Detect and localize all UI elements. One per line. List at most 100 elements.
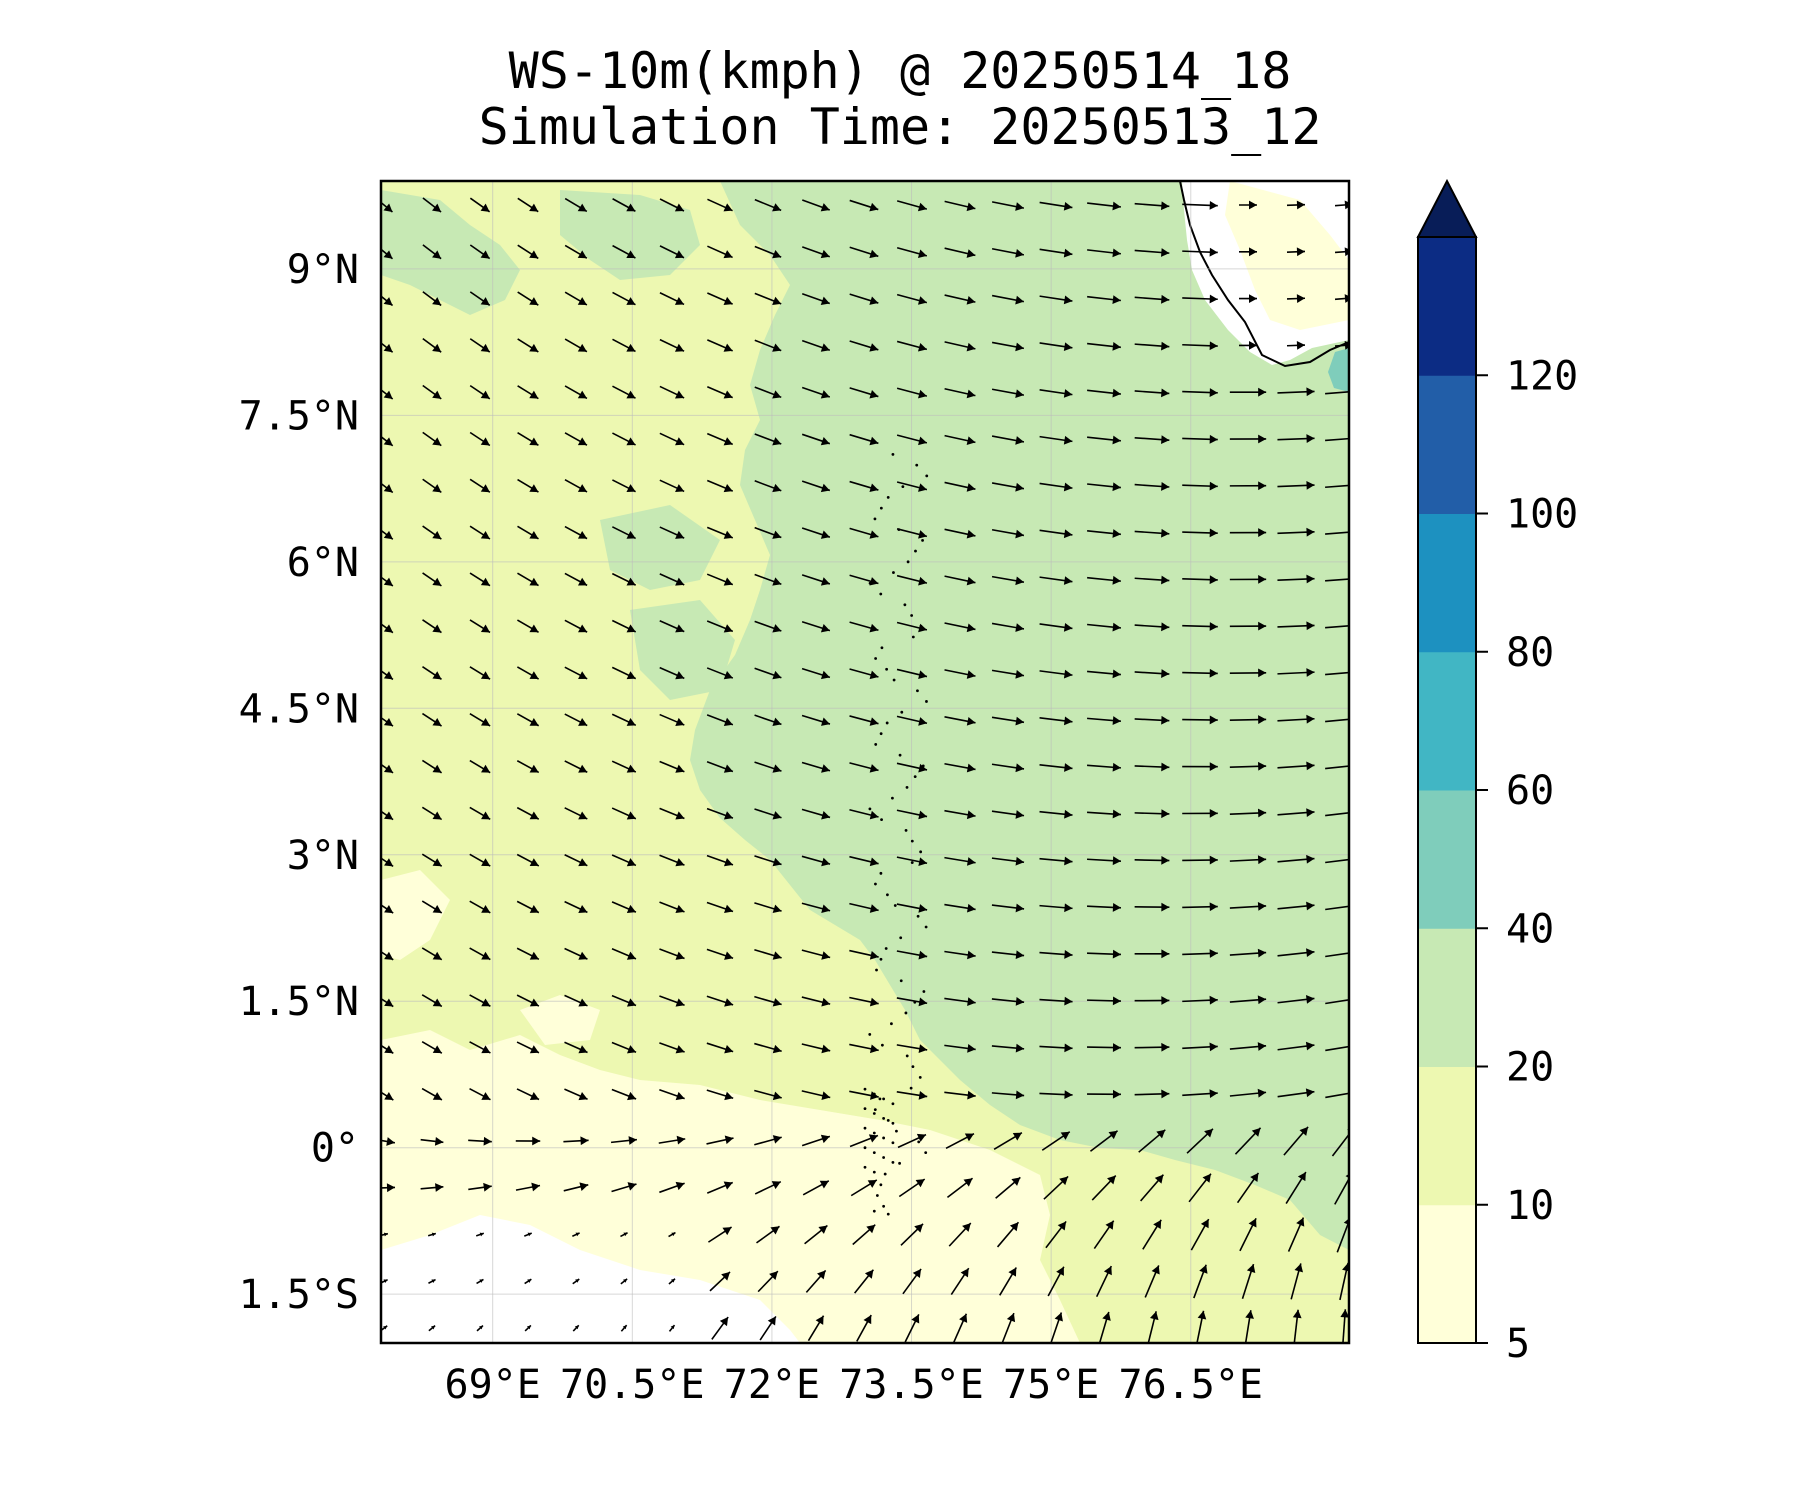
wind-arrow (381, 529, 394, 540)
island-dot (905, 785, 909, 789)
wind-arrow (849, 1134, 879, 1148)
wind-arrow (1277, 387, 1315, 397)
wind-band-20-40-central (630, 600, 735, 700)
colorbar-tick-label: 10 (1506, 1183, 1554, 1229)
wind-arrow (944, 387, 976, 399)
wind-arrow (1325, 999, 1349, 1005)
wind-arrow (993, 1132, 1023, 1150)
wind-arrow (1277, 434, 1315, 443)
island-dot (893, 904, 897, 907)
wind-arrow (1229, 621, 1267, 631)
wind-arrow (801, 1043, 831, 1054)
wind-arrow (1277, 854, 1315, 864)
wind-arrow (944, 809, 976, 820)
wind-arrow (944, 950, 976, 960)
wind-arrow (659, 901, 685, 914)
wind-arrow (469, 197, 491, 213)
wind-arrow (1196, 1310, 1207, 1343)
wind-arrow (381, 716, 394, 727)
plot-frame (379, 179, 1351, 1345)
wind-arrow (1277, 714, 1315, 724)
wind-arrow (754, 714, 782, 726)
wind-arrow (469, 478, 491, 493)
wind-arrow (896, 1090, 928, 1100)
island-dot (882, 1156, 886, 1159)
wind-arrow (1277, 948, 1315, 958)
wind-arrow (1087, 529, 1121, 538)
wind-arrow (611, 854, 637, 867)
wind-arrow (381, 388, 394, 400)
wind-arrow (659, 948, 685, 960)
wind-arrow (659, 1181, 685, 1194)
island-dot (879, 732, 883, 736)
wind-arrow (1229, 855, 1267, 865)
wind-arrow (896, 621, 928, 633)
island-dot (911, 635, 915, 639)
wind-arrow (1087, 762, 1121, 772)
wind-arrow (849, 621, 879, 633)
wind-arrow (896, 950, 928, 960)
wind-arrow (944, 247, 976, 258)
wind-arrow (944, 434, 976, 445)
island-dot (909, 1086, 913, 1090)
wind-arrow (706, 761, 734, 773)
island-dot (874, 657, 878, 660)
wind-arrow (1244, 1310, 1254, 1343)
wind-arrow (944, 1044, 976, 1053)
island-dot (906, 560, 910, 564)
wind-arrow (1039, 622, 1073, 632)
wind-arrow (944, 856, 976, 866)
wind-arrow (1134, 762, 1170, 772)
wind-arrow (381, 857, 394, 868)
wind-arrow (422, 619, 442, 634)
wind-arrow (564, 338, 588, 353)
island-dot (880, 818, 883, 822)
wind-arrow (1325, 578, 1349, 582)
wind-arrow (564, 432, 588, 446)
wind-arrow (1290, 1263, 1303, 1300)
island-dot (872, 1151, 876, 1154)
wind-arrow (801, 433, 831, 446)
wind-arrow (707, 198, 733, 212)
lat-tick-label: 7.5°N (239, 393, 359, 439)
wind-arrow (612, 385, 636, 399)
wind-arrow (1193, 1264, 1208, 1299)
wind-arrow (1182, 995, 1218, 1005)
wind-arrow (564, 947, 588, 960)
wind-arrow (991, 201, 1025, 211)
wind-arrow (1087, 669, 1121, 679)
wind-arrow (849, 668, 879, 680)
wind-arrow (381, 904, 394, 914)
wind-arrow (754, 526, 782, 539)
wind-arrow (1134, 622, 1170, 632)
lon-tick-label: 72°E (724, 1362, 820, 1408)
wind-arrow (1134, 528, 1170, 538)
wind-arrow (706, 479, 734, 493)
longitude-tick-labels: 69°E 70.5°E 72°E 73.5°E 75°E 76.5°E (445, 1362, 1263, 1408)
wind-arrow (469, 572, 491, 587)
island-dot (900, 710, 904, 714)
wind-arrow (516, 760, 540, 774)
colorbar-tick-label: 100 (1506, 492, 1578, 538)
wind-arrow (564, 291, 588, 306)
wind-arrow (849, 199, 879, 212)
wind-arrow (802, 199, 830, 212)
wind-arrow (754, 480, 782, 493)
wind-arrow (381, 248, 394, 260)
wind-arrow (469, 947, 491, 961)
wind-arrow (1182, 1089, 1218, 1098)
wind-arrow (849, 480, 879, 493)
island-dot (891, 1121, 895, 1125)
wind-arrow (896, 434, 928, 446)
wind-arrow (427, 1232, 437, 1237)
wind-arrow (759, 1315, 777, 1341)
wind-arrow (896, 668, 928, 679)
wind-arrow (1039, 809, 1073, 819)
wind-arrow (422, 431, 442, 447)
wind-arrow (1087, 856, 1121, 866)
wind-arrow (801, 620, 831, 633)
wind-arrow (1134, 809, 1170, 819)
wind-arrow (849, 246, 879, 259)
wind-arrow (896, 528, 928, 539)
wind-arrow (469, 994, 491, 1007)
